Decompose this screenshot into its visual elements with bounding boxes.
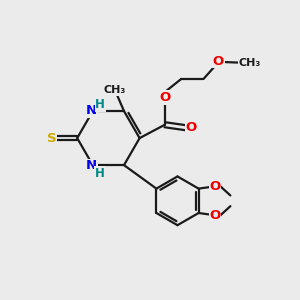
Text: O: O — [185, 121, 197, 134]
Text: CH₃: CH₃ — [104, 85, 126, 95]
Text: N: N — [86, 104, 97, 117]
Text: O: O — [209, 180, 220, 193]
Text: CH₃: CH₃ — [238, 58, 261, 68]
Text: O: O — [159, 91, 170, 104]
Text: O: O — [213, 55, 224, 68]
Text: H: H — [94, 167, 104, 180]
Text: H: H — [95, 98, 105, 111]
Text: O: O — [209, 209, 220, 222]
Text: N: N — [86, 159, 97, 172]
Text: S: S — [47, 132, 57, 145]
